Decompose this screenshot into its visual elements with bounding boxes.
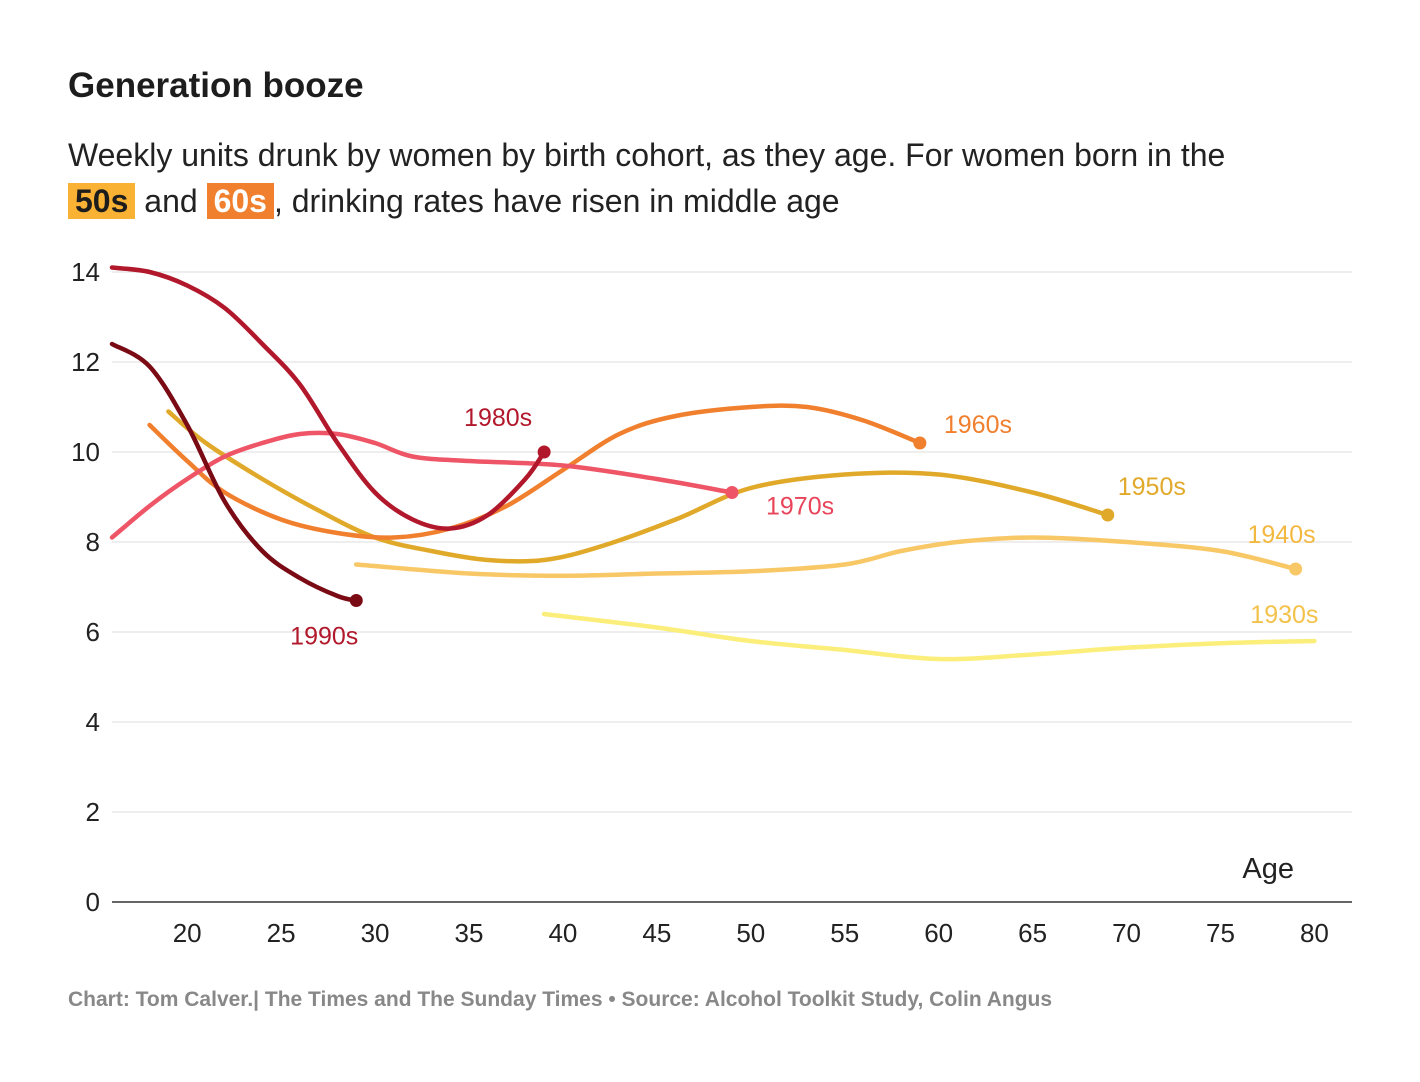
gridlines [112,271,1352,813]
series-lines [109,265,1317,662]
end-marker-1990s [349,594,363,607]
y-tick-label: 6 [86,617,100,647]
x-tick-label: 60 [924,918,953,948]
subtitle-rest: , drinking rates have risen in middle ag… [273,183,840,219]
series-line-1990s [109,341,359,603]
end-marker-1950s [1101,508,1115,522]
x-axis-title: Age [1242,853,1294,885]
series-label-1980s: 1980s [464,404,532,432]
series-labels: 1930s 1940s 1950s 1960s 1970s 1990s 1980s [290,404,1318,651]
y-tick-label: 0 [86,887,100,917]
series-line-1980s [109,265,547,531]
end-marker-1940s [1289,562,1303,576]
series-line-1950s [166,409,1111,564]
y-axis: 0 2 4 6 8 10 12 14 [71,257,100,917]
chart-subtitle: Weekly units drunk by women by birth coh… [68,132,1358,224]
end-marker-1960s [913,436,927,450]
x-tick-label: 65 [1018,918,1047,948]
y-tick-label: 4 [86,707,100,737]
series-label-1970s: 1970s [766,493,834,521]
series-label-1990s: 1990s [290,623,358,651]
x-tick-label: 80 [1300,918,1329,948]
series-label-1930s: 1930s [1250,601,1318,629]
end-marker-1980s [537,445,551,459]
x-tick-label: 20 [173,918,202,948]
x-tick-label: 45 [642,918,671,948]
chart-footer: Chart: Tom Calver.| The Times and The Su… [68,988,1053,1011]
series-label-1940s: 1940s [1248,521,1316,549]
series-line-1970s [109,430,735,540]
x-tick-label: 50 [736,918,765,948]
series-line-1930s [541,611,1317,662]
x-tick-label: 30 [361,918,390,948]
x-tick-label: 25 [267,918,296,948]
x-tick-label: 55 [830,918,859,948]
series-label-1960s: 1960s [944,411,1012,439]
y-tick-label: 10 [71,437,100,467]
chart-title: Generation booze [68,66,364,105]
highlight-50s: 50s [68,183,136,219]
x-tick-label: 40 [548,918,577,948]
y-tick-label: 2 [86,797,100,827]
x-tick-label: 75 [1206,918,1235,948]
series-line-1940s [353,535,1298,579]
end-marker-1970s [725,486,739,499]
subtitle-and: and [135,183,207,219]
x-axis: 20 25 30 35 40 45 50 55 60 65 70 75 80 [112,901,1352,948]
series-line-1960s [147,403,923,540]
x-tick-label: 70 [1112,918,1141,948]
highlight-60s: 60s [206,183,274,219]
y-tick-label: 12 [71,347,100,377]
series-label-1950s: 1950s [1118,473,1186,501]
x-tick-label: 35 [455,918,484,948]
y-tick-label: 14 [71,257,100,287]
y-tick-label: 8 [86,527,100,557]
subtitle-line1: Weekly units drunk by women by birth coh… [68,137,1226,173]
